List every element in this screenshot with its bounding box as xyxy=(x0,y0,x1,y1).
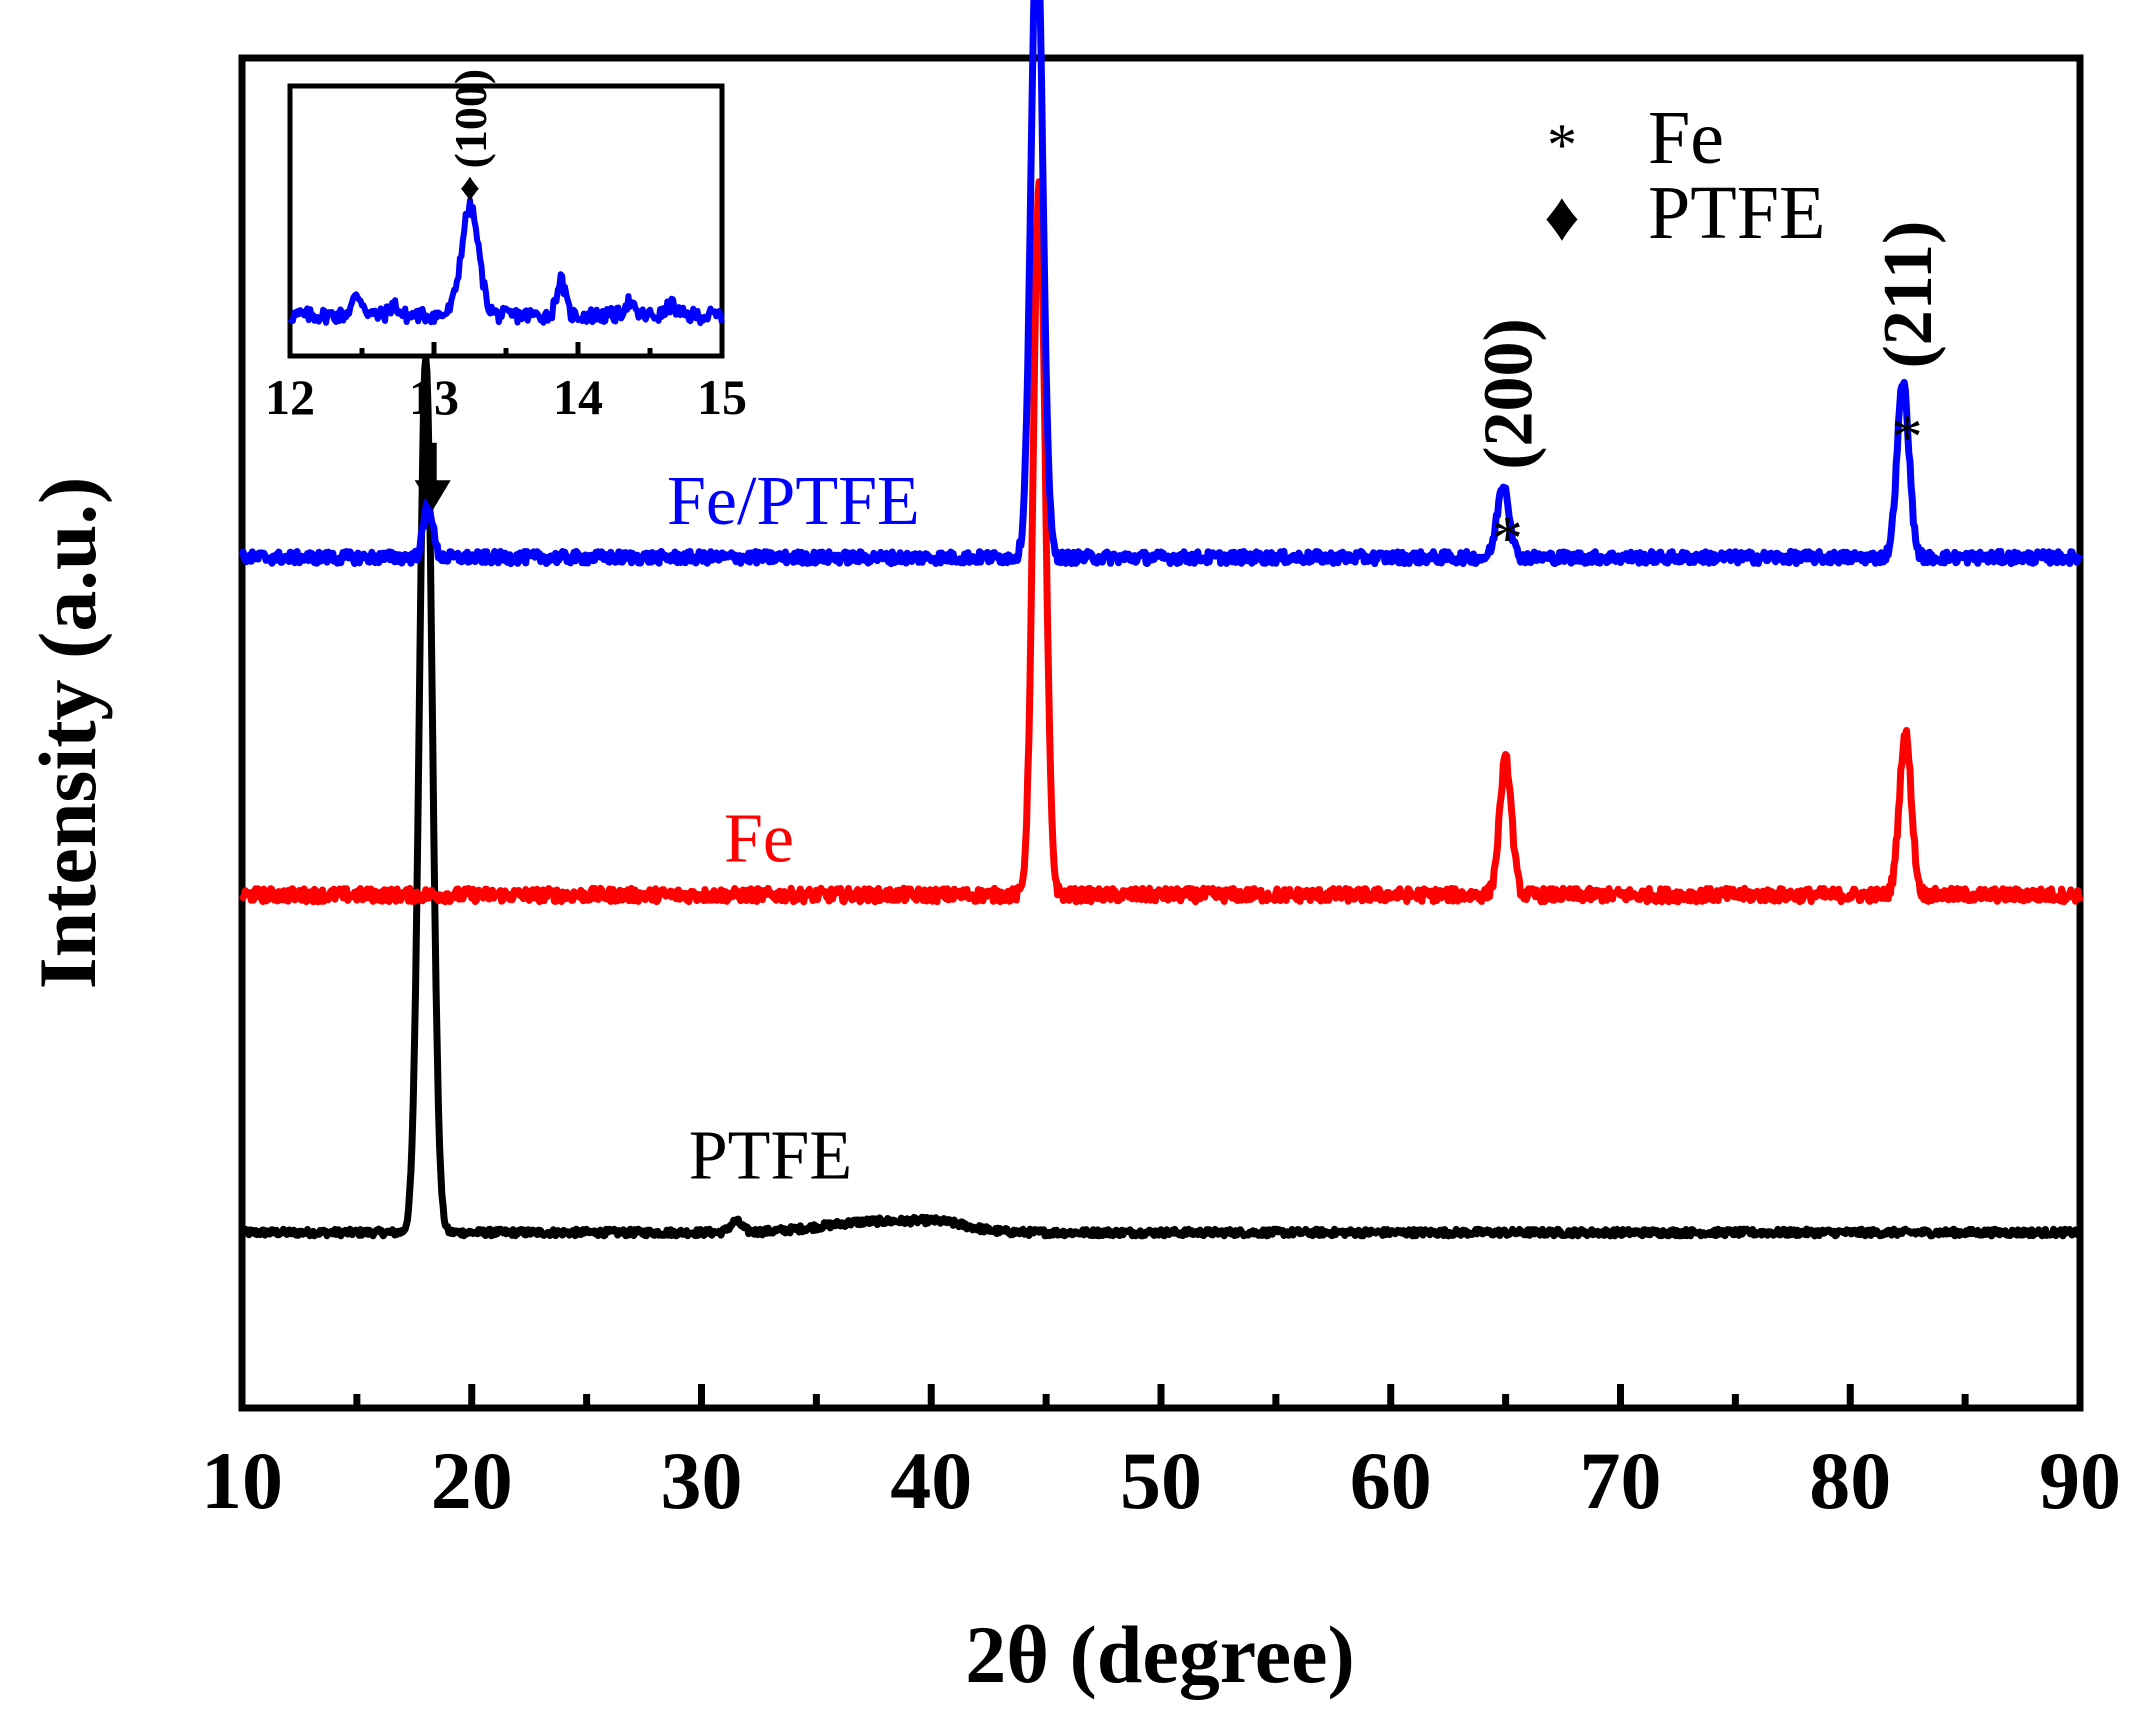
series-layer xyxy=(238,0,2084,1240)
arrow-head xyxy=(414,480,451,511)
inset-x-ticks xyxy=(287,342,725,356)
inset-series-line xyxy=(287,197,725,327)
legend-label: Fe xyxy=(1648,96,1724,180)
fe-peak-marker: * xyxy=(1892,404,1923,472)
x-axis-title: 2θ (degree) xyxy=(965,1609,1355,1700)
inset-annotation: ♦(100) xyxy=(445,69,496,210)
y-axis-title: Intensity (a.u.) xyxy=(22,477,113,990)
x-tick-label: 30 xyxy=(661,1435,743,1526)
fe-peak-marker: * xyxy=(1492,505,1523,573)
peak-label-group: (211) xyxy=(1870,221,1947,369)
inset-tick-label: 14 xyxy=(553,369,603,425)
series-line-fe-ptfe xyxy=(238,0,2084,568)
inset-tick-label: 12 xyxy=(265,369,315,425)
x-tick-label: 70 xyxy=(1580,1435,1662,1526)
series-line-fe xyxy=(238,178,2084,906)
inset-miller-index: (100) xyxy=(445,69,496,169)
inset-tick-label: 13 xyxy=(409,369,459,425)
x-tick-label: 90 xyxy=(2039,1435,2121,1526)
x-tick-label: 50 xyxy=(1120,1435,1202,1526)
inset-x-tick-labels: 12 13 14 15 xyxy=(265,369,747,425)
legend-asterisk-icon: * xyxy=(1547,112,1577,178)
fe-peak-marker: * xyxy=(1025,0,1056,13)
x-axis-ticks xyxy=(238,1384,2084,1408)
peak-label-group: (200) xyxy=(1470,318,1547,470)
x-tick-label: 10 xyxy=(201,1435,283,1526)
inset-tick-label: 15 xyxy=(697,369,747,425)
arrow-layer xyxy=(414,442,451,511)
peak-miller-index: (200) xyxy=(1470,318,1547,470)
peak-annotations: *(110)*(200)*(211) xyxy=(1025,0,1947,573)
inset-diamond-icon: ♦ xyxy=(460,165,480,210)
legend-diamond-icon: ♦ xyxy=(1544,179,1580,256)
x-tick-label: 20 xyxy=(431,1435,513,1526)
x-tick-label: 40 xyxy=(890,1435,972,1526)
inset-label-group: (100) xyxy=(445,69,496,169)
series-line-ptfe xyxy=(238,354,2084,1240)
inset-line-layer xyxy=(287,197,725,327)
x-tick-label: 60 xyxy=(1350,1435,1432,1526)
x-tick-label: 80 xyxy=(1809,1435,1891,1526)
legend: * Fe ♦ PTFE xyxy=(1544,96,1825,256)
legend-label: PTFE xyxy=(1648,171,1825,255)
series-label: PTFE xyxy=(689,1118,852,1195)
x-axis-tick-labels: 10 20 30 40 50 60 70 80 90 xyxy=(201,1435,2121,1526)
series-label: Fe/PTFE xyxy=(667,463,920,540)
series-labels: PTFE Fe Fe/PTFE xyxy=(667,463,920,1195)
peak-miller-index: (211) xyxy=(1870,221,1947,369)
inset-plot: 12 13 14 15 ♦(100) xyxy=(265,69,747,425)
series-label: Fe xyxy=(724,800,794,877)
